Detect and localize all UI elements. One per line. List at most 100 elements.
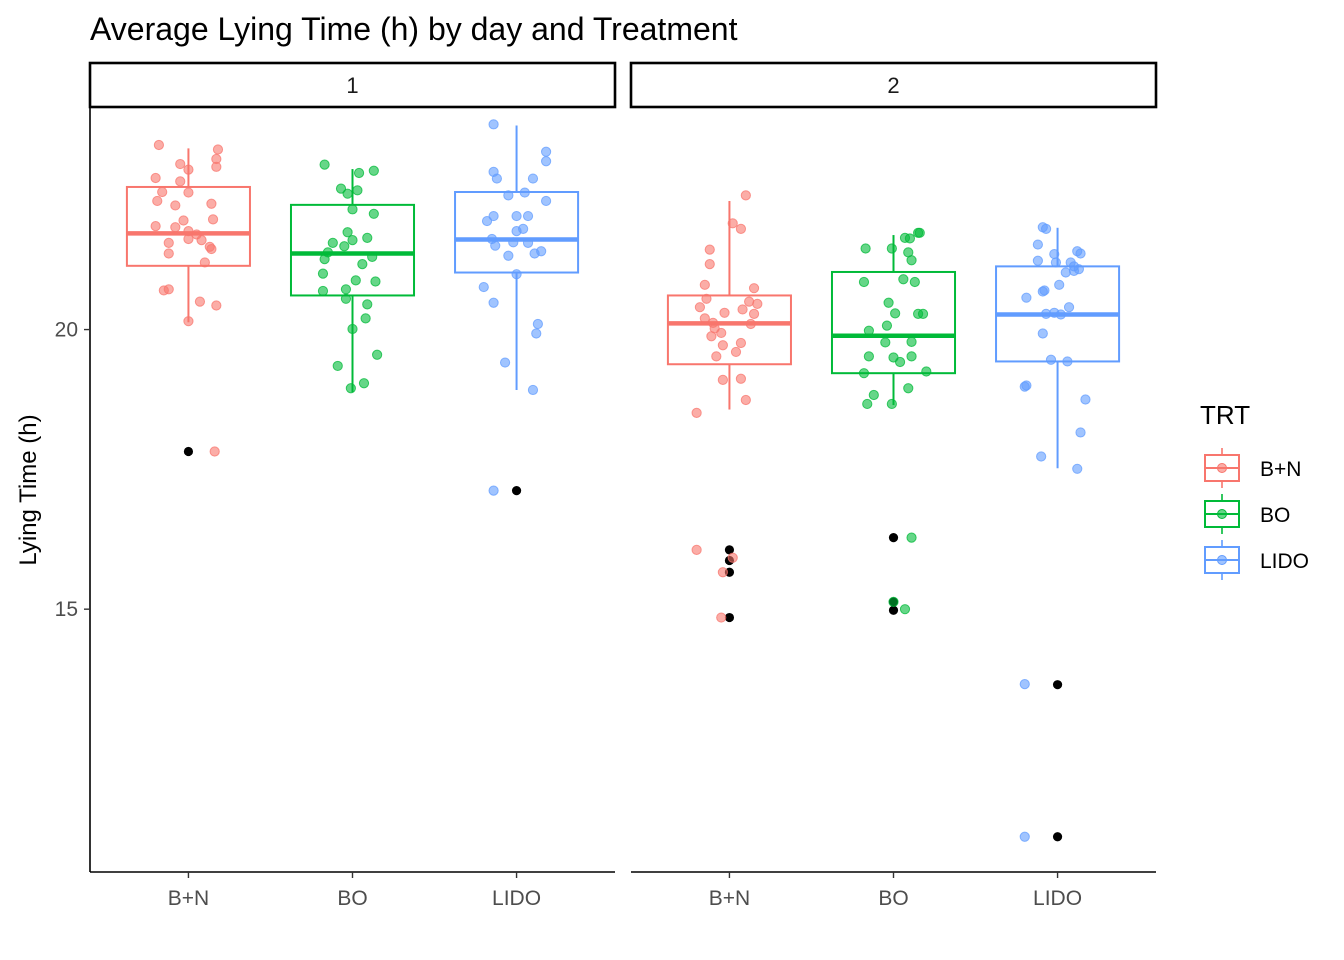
data-point bbox=[863, 351, 874, 362]
data-point bbox=[522, 237, 534, 248]
data-point bbox=[890, 308, 901, 319]
data-point bbox=[488, 485, 499, 496]
data-point bbox=[540, 146, 552, 157]
legend-title: TRT bbox=[1200, 400, 1250, 430]
data-point bbox=[209, 446, 220, 457]
data-point bbox=[368, 165, 379, 176]
legend-label: B+N bbox=[1260, 458, 1301, 481]
data-point bbox=[735, 373, 747, 384]
box-group-b-n bbox=[125, 139, 251, 457]
data-point bbox=[183, 316, 194, 327]
data-point bbox=[1037, 286, 1048, 297]
data-point bbox=[1032, 255, 1043, 266]
data-point bbox=[150, 172, 161, 184]
data-point bbox=[527, 384, 539, 396]
x-tick-label: LIDO bbox=[1033, 887, 1082, 910]
data-point bbox=[183, 164, 194, 175]
data-point bbox=[1050, 257, 1062, 268]
data-point bbox=[211, 300, 222, 311]
data-point bbox=[1036, 451, 1047, 462]
data-point bbox=[699, 279, 710, 290]
chart-title: Average Lying Time (h) by day and Treatm… bbox=[90, 11, 738, 47]
data-point bbox=[194, 296, 206, 307]
outlier-point bbox=[1052, 832, 1063, 842]
data-point bbox=[904, 233, 916, 244]
legend-key-b-n: B+N bbox=[1204, 448, 1301, 488]
data-point bbox=[717, 340, 728, 351]
data-point bbox=[909, 276, 920, 288]
data-point bbox=[1040, 308, 1052, 320]
data-point bbox=[327, 237, 338, 248]
data-point bbox=[150, 221, 161, 232]
data-point bbox=[372, 349, 383, 360]
outlier-point bbox=[511, 486, 522, 496]
data-point bbox=[1019, 381, 1030, 392]
data-point bbox=[727, 552, 738, 563]
outlier-point bbox=[724, 612, 735, 623]
data-point bbox=[211, 161, 222, 172]
data-point bbox=[740, 394, 751, 406]
data-point bbox=[1073, 264, 1084, 275]
box-group-lido bbox=[995, 222, 1121, 842]
data-point bbox=[858, 368, 870, 379]
data-point bbox=[352, 185, 363, 196]
data-point bbox=[906, 351, 917, 362]
box-group-lido bbox=[454, 119, 580, 496]
x-tick-label: BO bbox=[337, 887, 367, 910]
data-point bbox=[499, 357, 511, 368]
facet-panels: 1 B+N BO LIDO 2 B+N BO LIDO bbox=[88, 61, 1158, 910]
data-point bbox=[748, 283, 760, 294]
x-tick-label: B+N bbox=[168, 887, 209, 910]
facet-panel-2: 2 B+N BO LIDO bbox=[629, 61, 1158, 910]
data-point bbox=[886, 398, 897, 410]
data-point bbox=[906, 255, 917, 266]
data-point bbox=[478, 281, 489, 293]
data-point bbox=[170, 222, 181, 233]
data-point bbox=[906, 336, 917, 347]
legend-key-point bbox=[1217, 509, 1227, 519]
data-point bbox=[353, 167, 365, 179]
legend: TRT B+N BO LIDO bbox=[1200, 400, 1309, 580]
data-point bbox=[157, 186, 168, 198]
legend-key-lido: LIDO bbox=[1204, 540, 1309, 580]
facet-strip-label: 1 bbox=[346, 73, 358, 98]
data-point bbox=[508, 237, 519, 248]
data-point bbox=[511, 269, 522, 280]
data-point bbox=[704, 244, 715, 255]
legend-key-bo: BO bbox=[1204, 494, 1290, 534]
data-point bbox=[1075, 248, 1086, 259]
box-group-bo bbox=[289, 159, 416, 394]
data-point bbox=[153, 139, 165, 151]
data-point bbox=[199, 257, 210, 268]
data-point bbox=[347, 323, 358, 335]
data-point bbox=[163, 284, 174, 295]
data-point bbox=[704, 259, 715, 270]
data-point bbox=[883, 297, 894, 308]
data-point bbox=[370, 276, 381, 287]
box-group-b-n bbox=[666, 190, 792, 623]
data-point bbox=[1019, 831, 1030, 842]
data-point bbox=[745, 318, 756, 330]
data-point bbox=[752, 298, 763, 309]
data-point bbox=[691, 407, 702, 418]
data-point bbox=[362, 232, 373, 243]
legend-keys: B+N BO LIDO bbox=[1204, 448, 1309, 580]
data-point bbox=[531, 328, 542, 339]
box-group-bo bbox=[830, 227, 957, 615]
data-point bbox=[360, 313, 371, 324]
data-point bbox=[317, 285, 329, 297]
data-point bbox=[175, 176, 186, 187]
data-point bbox=[540, 195, 552, 207]
outlier-point bbox=[888, 605, 899, 615]
facet-strip bbox=[629, 61, 1158, 109]
data-point bbox=[730, 346, 742, 358]
data-point bbox=[342, 188, 353, 199]
data-point bbox=[1054, 279, 1065, 290]
data-point bbox=[540, 156, 552, 167]
data-point bbox=[163, 248, 174, 259]
data-point bbox=[206, 243, 217, 255]
data-point bbox=[717, 567, 728, 578]
y-tick-label: 15 bbox=[55, 598, 78, 621]
